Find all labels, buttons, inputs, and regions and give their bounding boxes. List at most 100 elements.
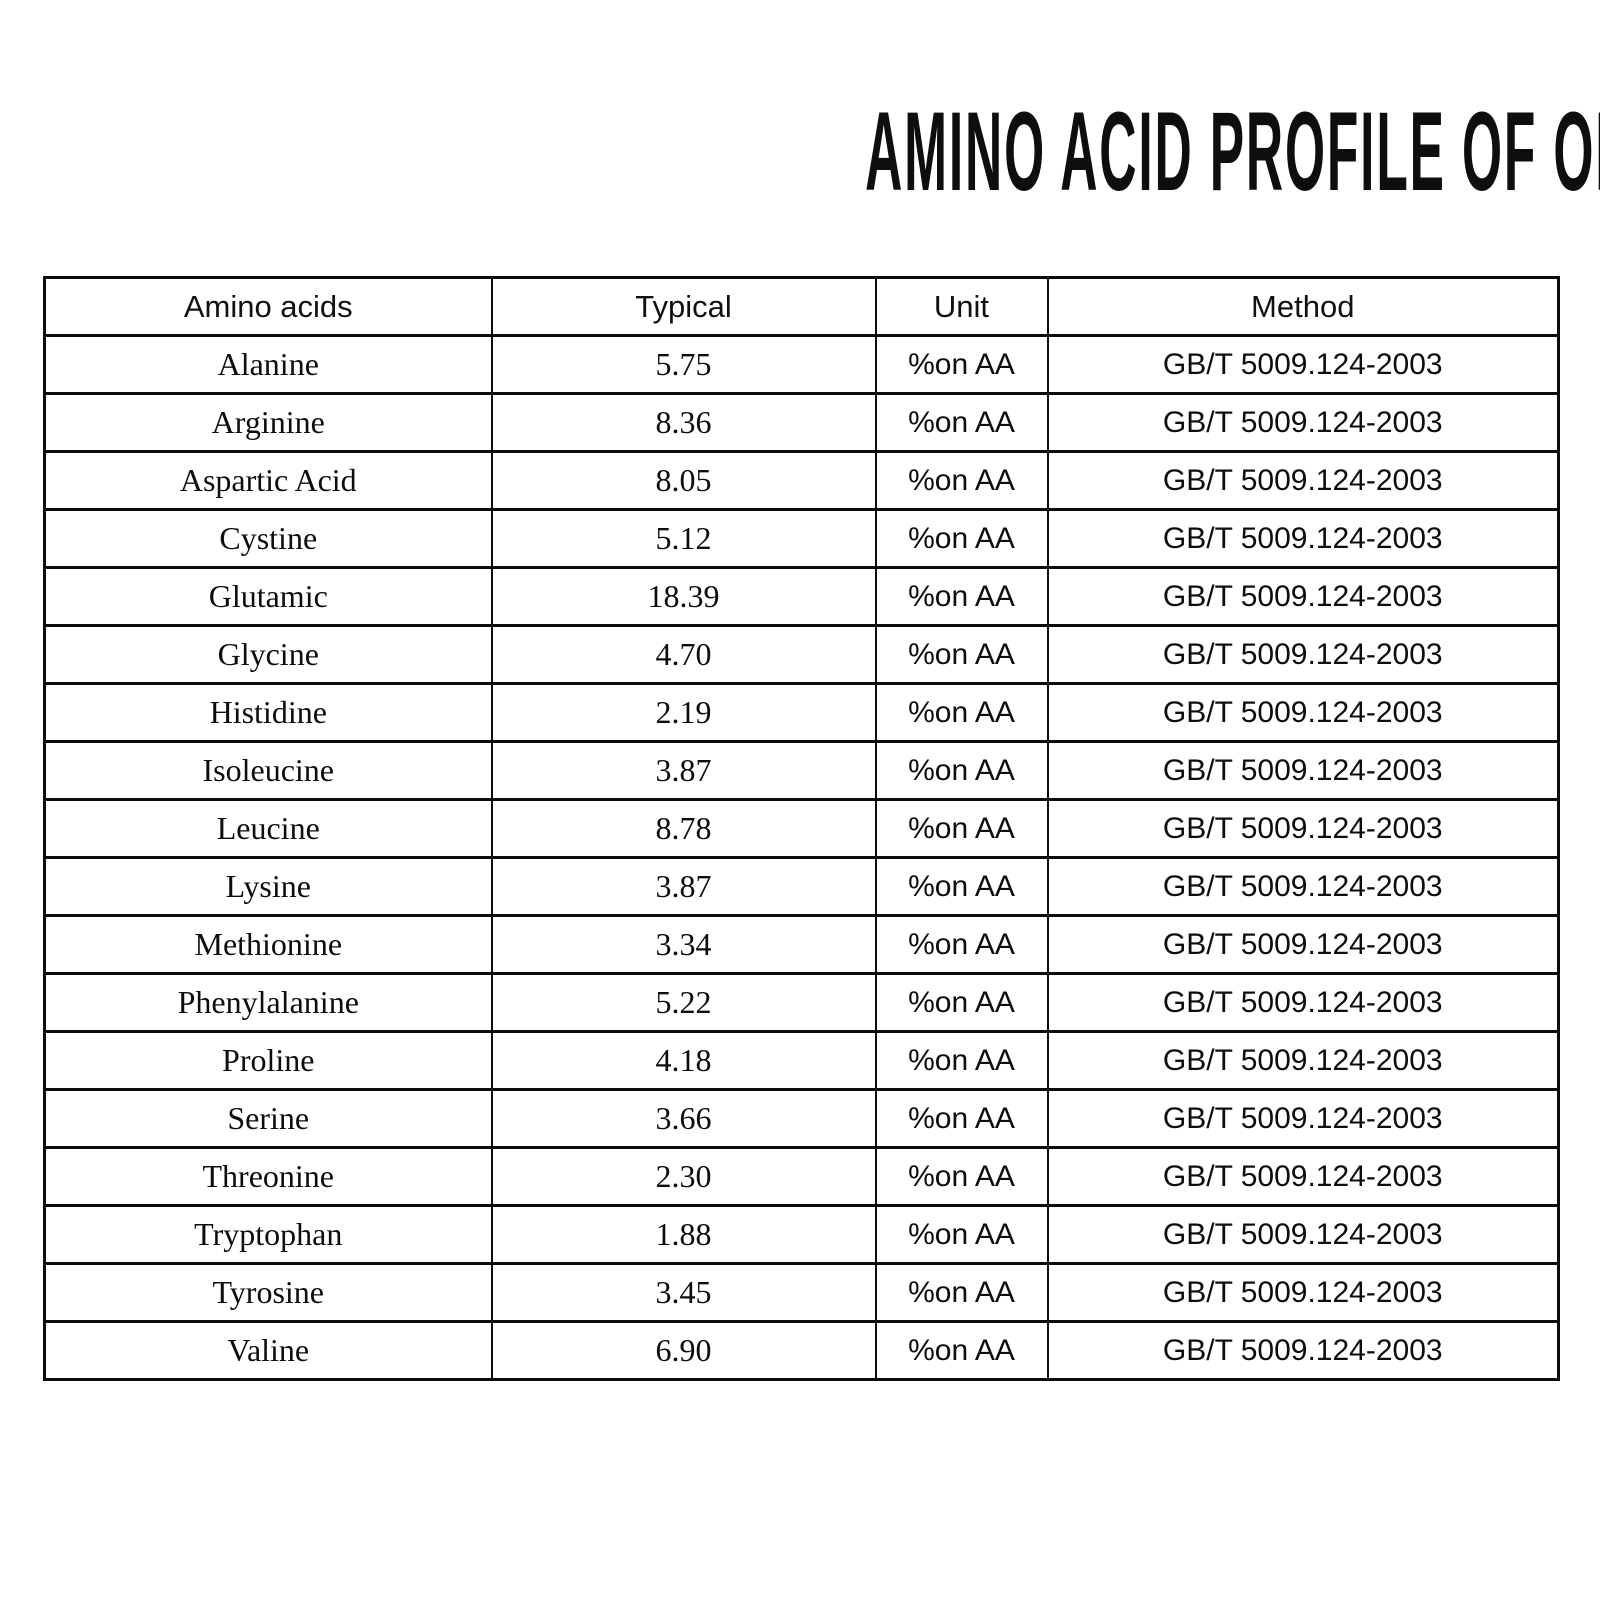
cell-typical: 3.45	[490, 1262, 877, 1323]
cell-method: GB/T 5009.124-2003	[1046, 1146, 1560, 1207]
cell-name: Lysine	[43, 856, 493, 917]
cell-typical: 5.22	[490, 972, 877, 1033]
cell-method: GB/T 5009.124-2003	[1046, 798, 1560, 859]
table-row: Lysine 3.87 %on AA GB/T 5009.124-2003	[43, 856, 1560, 917]
table-row: Tyrosine 3.45 %on AA GB/T 5009.124-2003	[43, 1262, 1560, 1323]
cell-name: Tryptophan	[43, 1204, 493, 1265]
cell-typical: 3.87	[490, 740, 877, 801]
cell-typical: 4.18	[490, 1030, 877, 1091]
page-title-wrap: AMINO ACID PROFILE OF ORGANIC RICE PROTE…	[0, 96, 1600, 208]
cell-method: GB/T 5009.124-2003	[1046, 856, 1560, 917]
table-row: Glutamic 18.39 %on AA GB/T 5009.124-2003	[43, 566, 1560, 627]
table-row: Histidine 2.19 %on AA GB/T 5009.124-2003	[43, 682, 1560, 743]
cell-typical: 5.12	[490, 508, 877, 569]
cell-unit: %on AA	[874, 392, 1049, 453]
cell-name: Glutamic	[43, 566, 493, 627]
cell-name: Valine	[43, 1320, 493, 1381]
cell-name: Alanine	[43, 334, 493, 395]
table-row: Methionine 3.34 %on AA GB/T 5009.124-2003	[43, 914, 1560, 975]
table-row: Glycine 4.70 %on AA GB/T 5009.124-2003	[43, 624, 1560, 685]
cell-method: GB/T 5009.124-2003	[1046, 1204, 1560, 1265]
cell-typical: 6.90	[490, 1320, 877, 1381]
cell-unit: %on AA	[874, 334, 1049, 395]
cell-typical: 8.78	[490, 798, 877, 859]
cell-typical: 2.19	[490, 682, 877, 743]
cell-method: GB/T 5009.124-2003	[1046, 508, 1560, 569]
cell-unit: %on AA	[874, 1146, 1049, 1207]
cell-typical: 3.34	[490, 914, 877, 975]
cell-name: Glycine	[43, 624, 493, 685]
cell-name: Phenylalanine	[43, 972, 493, 1033]
cell-method: GB/T 5009.124-2003	[1046, 450, 1560, 511]
cell-name: Serine	[43, 1088, 493, 1149]
header-method: Method	[1046, 276, 1560, 337]
table-row: Serine 3.66 %on AA GB/T 5009.124-2003	[43, 1088, 1560, 1149]
cell-name: Leucine	[43, 798, 493, 859]
cell-unit: %on AA	[874, 566, 1049, 627]
table-row: Isoleucine 3.87 %on AA GB/T 5009.124-2003	[43, 740, 1560, 801]
cell-unit: %on AA	[874, 1088, 1049, 1149]
cell-unit: %on AA	[874, 450, 1049, 511]
cell-method: GB/T 5009.124-2003	[1046, 740, 1560, 801]
table-row: Leucine 8.78 %on AA GB/T 5009.124-2003	[43, 798, 1560, 859]
cell-method: GB/T 5009.124-2003	[1046, 1088, 1560, 1149]
cell-typical: 3.66	[490, 1088, 877, 1149]
cell-name: Tyrosine	[43, 1262, 493, 1323]
cell-method: GB/T 5009.124-2003	[1046, 1262, 1560, 1323]
table-row: Tryptophan 1.88 %on AA GB/T 5009.124-2003	[43, 1204, 1560, 1265]
header-unit: Unit	[874, 276, 1049, 337]
cell-name: Histidine	[43, 682, 493, 743]
cell-method: GB/T 5009.124-2003	[1046, 914, 1560, 975]
cell-typical: 2.30	[490, 1146, 877, 1207]
table-row: Proline 4.18 %on AA GB/T 5009.124-2003	[43, 1030, 1560, 1091]
header-row: Amino acids Typical Unit Method	[43, 276, 1560, 337]
header-amino-acids: Amino acids	[43, 276, 493, 337]
cell-method: GB/T 5009.124-2003	[1046, 972, 1560, 1033]
cell-unit: %on AA	[874, 1320, 1049, 1381]
cell-name: Methionine	[43, 914, 493, 975]
cell-typical: 5.75	[490, 334, 877, 395]
cell-typical: 4.70	[490, 624, 877, 685]
table-row: Arginine 8.36 %on AA GB/T 5009.124-2003	[43, 392, 1560, 453]
cell-unit: %on AA	[874, 914, 1049, 975]
cell-method: GB/T 5009.124-2003	[1046, 1320, 1560, 1381]
table-row: Phenylalanine 5.22 %on AA GB/T 5009.124-200…	[43, 972, 1560, 1033]
cell-unit: %on AA	[874, 856, 1049, 917]
cell-unit: %on AA	[874, 508, 1049, 569]
cell-method: GB/T 5009.124-2003	[1046, 566, 1560, 627]
table-row: Cystine 5.12 %on AA GB/T 5009.124-2003	[43, 508, 1560, 569]
cell-unit: %on AA	[874, 682, 1049, 743]
cell-typical: 8.05	[490, 450, 877, 511]
cell-typical: 1.88	[490, 1204, 877, 1265]
cell-unit: %on AA	[874, 740, 1049, 801]
cell-typical: 18.39	[490, 566, 877, 627]
page-title: AMINO ACID PROFILE OF ORGANIC RICE PROTE…	[865, 89, 1600, 214]
cell-name: Threonine	[43, 1146, 493, 1207]
cell-method: GB/T 5009.124-2003	[1046, 392, 1560, 453]
table-row: Threonine 2.30 %on AA GB/T 5009.124-2003	[43, 1146, 1560, 1207]
cell-name: Isoleucine	[43, 740, 493, 801]
table-header: Amino acids Typical Unit Method	[43, 276, 1560, 337]
cell-name: Cystine	[43, 508, 493, 569]
cell-unit: %on AA	[874, 798, 1049, 859]
cell-method: GB/T 5009.124-2003	[1046, 1030, 1560, 1091]
cell-name: Arginine	[43, 392, 493, 453]
table-row: Valine 6.90 %on AA GB/T 5009.124-2003	[43, 1320, 1560, 1381]
table-body: Alanine 5.75 %on AA GB/T 5009.124-2003 Argin…	[43, 334, 1560, 1381]
table-row: Aspartic Acid 8.05 %on AA GB/T 5009.124-200…	[43, 450, 1560, 511]
cell-unit: %on AA	[874, 972, 1049, 1033]
cell-unit: %on AA	[874, 1030, 1049, 1091]
cell-name: Proline	[43, 1030, 493, 1091]
cell-unit: %on AA	[874, 624, 1049, 685]
cell-method: GB/T 5009.124-2003	[1046, 682, 1560, 743]
cell-name: Aspartic Acid	[43, 450, 493, 511]
cell-typical: 3.87	[490, 856, 877, 917]
amino-acid-table: Amino acids Typical Unit Method Alanine 5…	[43, 276, 1560, 1381]
cell-method: GB/T 5009.124-2003	[1046, 624, 1560, 685]
cell-unit: %on AA	[874, 1262, 1049, 1323]
cell-typical: 8.36	[490, 392, 877, 453]
cell-method: GB/T 5009.124-2003	[1046, 334, 1560, 395]
cell-unit: %on AA	[874, 1204, 1049, 1265]
header-typical: Typical	[490, 276, 877, 337]
